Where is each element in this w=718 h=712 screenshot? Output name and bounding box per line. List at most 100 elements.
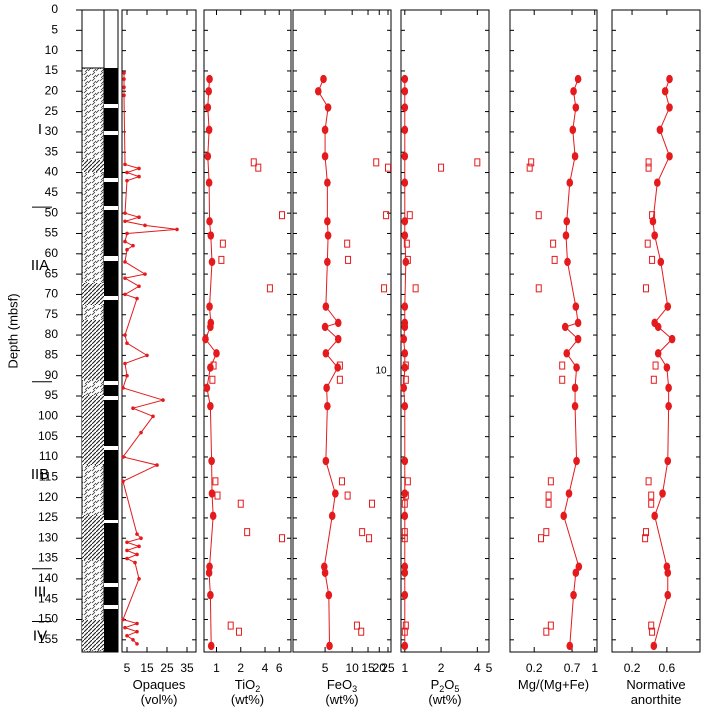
sample-point [207,401,214,411]
x-axis-label-part: anorthite [631,692,682,707]
x-axis-label: (wt%) [428,692,461,707]
profile-line [563,78,580,646]
sample-point [334,334,342,344]
sample-point [358,627,365,636]
sample-point [571,152,579,161]
x-tick-label: 4 [262,661,269,675]
sample-point [654,178,661,187]
sample-point [137,577,141,581]
sample-point [137,215,141,220]
y-tick-label: 10 [45,43,59,57]
sample-point [123,239,127,244]
sample-point [321,152,329,161]
profile-line [122,72,178,645]
sample-point [564,257,571,267]
sample-point [401,217,409,226]
sample-point [279,211,286,220]
sample-point [131,406,135,411]
sample-point [569,125,577,135]
sample-point [326,641,333,651]
sample-point [204,152,212,161]
x-axis-label: P2O5 [431,677,460,694]
sample-point [237,499,244,508]
y-tick-label: 0 [51,2,58,16]
sample-point [570,590,577,600]
sample-point [123,361,127,366]
sample-point [125,170,129,175]
sample-point [135,296,139,301]
sample-point [404,477,411,486]
x-tick-label: 5 [322,661,329,675]
x-tick-label: 20 [373,661,387,675]
sample-point [207,363,214,372]
sample-point [543,627,550,636]
x-axis-label: TiO2 [235,677,260,694]
x-axis-label-part: FeO [327,677,352,692]
x-tick-label: 4 [474,661,481,675]
x-tick-label: 10 [345,661,359,675]
sample-point [565,489,573,498]
sample-point [573,363,580,372]
sample-point [255,163,262,172]
sample-point [344,491,351,500]
x-tick-label: 5 [124,661,131,675]
y-tick-label: 130 [38,530,58,544]
sample-point [207,231,215,240]
sample-point [135,629,139,634]
unit-label: IIB [31,466,49,483]
x-tick-label: 1 [401,661,408,675]
panel-frame [611,9,701,653]
sample-point [657,257,665,267]
profile-line [317,78,340,646]
sample-point [135,642,139,646]
y-tick-label: 75 [45,307,59,321]
sample-point [645,158,652,167]
x-tick-label: 0.6 [659,661,676,675]
sample-point [648,621,655,630]
sample-point [125,548,129,553]
sample-point [314,87,322,96]
x-axis-label: (vol%) [141,692,178,707]
x-axis-label-part: Mg/(Mg+Fe) [518,677,589,692]
y-tick-label: 30 [45,124,59,138]
sample-point [218,255,225,264]
sample-point [125,556,129,561]
sample-point [401,401,409,411]
x-axis-label: (wt%) [231,692,264,707]
sample-point [336,375,343,384]
sample-point [123,292,127,297]
x-axis-label-part: (wt%) [231,692,264,707]
sample-point [121,386,125,390]
sample-point [121,479,125,484]
x-axis-label: Opaques [133,677,186,692]
y-tick-label: 155 [38,632,58,646]
sample-point [373,158,380,167]
x-tick-label: 25 [381,661,395,675]
panel-frame [292,9,392,653]
sample-point [412,284,419,293]
y-tick-label: 85 [45,348,59,362]
x-axis-label: (wt%) [325,692,358,707]
y-tick-label: 65 [45,266,59,280]
x-tick-label: 0.2 [624,661,641,675]
y-tick-label: 35 [45,144,59,158]
sample-point [650,375,657,384]
y-tick-label: 135 [38,551,58,565]
sample-point [334,318,342,328]
sample-point [279,534,286,543]
sample-point [651,511,658,521]
sample-point [235,627,242,636]
sample-point [574,334,582,344]
sample-point [209,511,217,521]
sample-point [654,322,662,332]
sample-point [403,239,410,248]
sample-point [401,489,409,498]
sample-point [645,477,652,486]
sample-point [535,211,542,220]
sample-point [206,302,213,311]
sample-point [123,333,127,337]
sample-point [528,158,535,167]
sample-point [563,217,571,226]
sample-point [206,217,213,226]
sample-point [133,560,137,565]
